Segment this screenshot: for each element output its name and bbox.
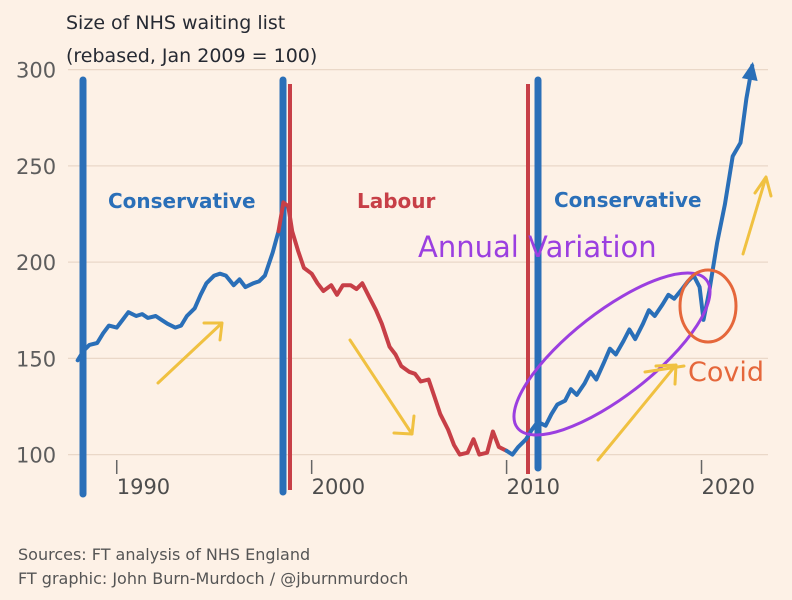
x-axis: 1990 2000 2010 2020 (115, 460, 755, 499)
series-line-1 (75, 229, 281, 363)
series-end-arrowhead (741, 61, 758, 81)
y-tick-label-100: 100 (16, 444, 56, 468)
x-tick-label-2000: 2000 (312, 475, 365, 499)
source-line-2: FT graphic: John Burn-Murdoch / @jburnmu… (18, 569, 408, 588)
chart-title: Size of NHS waiting list (66, 12, 285, 34)
arrow-up-2020s (741, 175, 773, 256)
party-label-labour: Labour (357, 189, 436, 213)
y-tick-label-250: 250 (16, 155, 56, 179)
source-line-1: Sources: FT analysis of NHS England (18, 545, 310, 564)
y-axis: 300 250 200 150 100 (16, 59, 56, 468)
y-tick-label-150: 150 (16, 347, 56, 371)
party-label-conservative-1: Conservative (108, 189, 256, 213)
y-tick-label-300: 300 (16, 59, 56, 83)
arrow-down-2000s (348, 338, 416, 436)
x-tick-label-2010: 2010 (507, 475, 560, 499)
arrow-up-1990s (156, 321, 224, 385)
arrow-covid-pointer (643, 364, 686, 374)
annual-variation-ellipse (512, 271, 712, 437)
chart-subtitle: (rebased, Jan 2009 = 100) (66, 45, 317, 67)
handwritten-annotations: Annual Variation Covid (156, 175, 773, 462)
covid-ellipse (678, 268, 738, 344)
annotation-covid: Covid (688, 357, 764, 388)
annotation-annual-variation: Annual Variation (418, 230, 657, 264)
x-tick-label-2020: 2020 (702, 475, 755, 499)
x-tick-label-1990: 1990 (117, 475, 170, 499)
y-tick-label-200: 200 (16, 251, 56, 275)
party-label-conservative-2: Conservative (554, 188, 702, 212)
government-markers (79, 76, 542, 498)
arrow-up-2010s (596, 363, 678, 462)
series-line-2 (276, 200, 509, 457)
